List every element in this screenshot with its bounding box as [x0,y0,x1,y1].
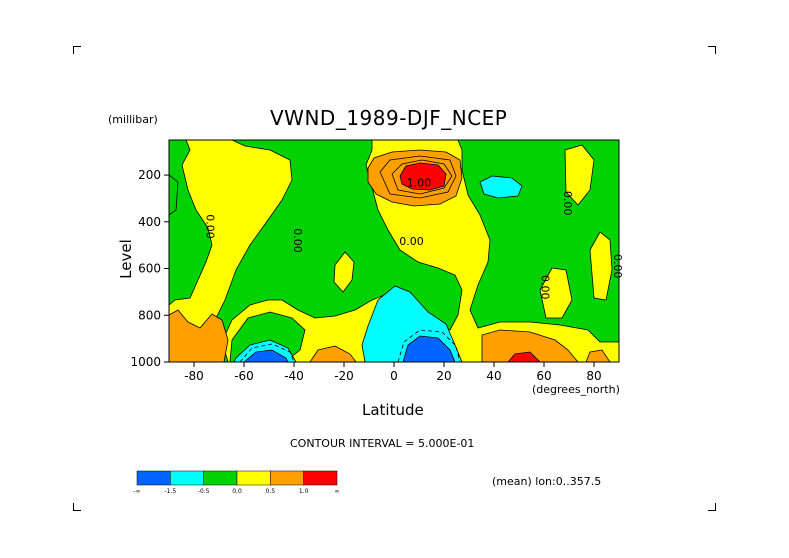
y-tick-label: 400 [138,215,161,229]
colorbar-label: 0.0 [232,488,242,495]
contour-line-cyan-dashed [397,329,461,362]
corner-mark-top-right [708,46,716,54]
fill-orange-far-east [585,349,611,362]
colorbar-swatch [203,470,238,486]
fill-red-jet-core [399,162,447,191]
colorbar-label: 1.0 [299,488,309,495]
contour-label: 0.00 [291,228,304,253]
colorbar-label: -1.5 [164,488,176,495]
fill-orange-mid [309,345,357,362]
x-tick-label: 20 [436,369,451,383]
fill-yellow-pocket-2 [539,267,573,319]
axes-layer: -80 -60 -40 -20 0 20 40 60 80 200 400 600 800 1000 [130,168,601,383]
fill-blue-equator [402,335,456,362]
fill-yellow-pocket-3 [589,231,613,301]
x-axis-label: Latitude [362,401,424,419]
x-tick-label: 40 [486,369,501,383]
fill-green-west [169,140,213,306]
fill-orange-sw [169,309,229,362]
contour-label-layer: 1.00 0.00 0.00 0.00 0.00 0.00 0.00 [204,177,625,300]
contour-line-jet-outer [379,155,457,199]
x-axis-unit: (degrees_north) [532,383,620,396]
y-axis-unit: (millibar) [108,113,158,126]
fill-orange-ne [481,329,579,362]
mean-longitude-text: (mean) lon:0..357.5 [492,475,602,488]
contour-label: 1.00 [407,177,432,190]
colorbar-swatch [136,470,171,486]
colorbar-swatch [236,470,271,486]
colorbar-swatch [170,470,204,486]
y-tick-label: 800 [138,308,161,322]
fill-red-ne [507,351,541,362]
fill-green-central [169,140,463,362]
fill-yellow-pocket-1 [333,251,355,293]
contour-line-jet-inner [391,159,453,195]
corner-mark-top-left [73,46,81,54]
fill-cyan-upper [479,175,523,199]
colorbar-label: -∞ [133,488,140,495]
contour-label: 0.00 [399,235,424,248]
fill-green-small-west [169,174,179,216]
colorbar-swatch [303,470,338,486]
colorbar-label: -0.5 [198,488,210,495]
fill-yellow-pocket-4 [564,144,595,206]
chart-title: VWND_1989-DJF_NCEP [270,106,508,130]
contour-label: 0.00 [561,191,574,216]
contour-label: 0.00 [611,254,624,279]
contour-label: 0.00 [539,275,552,300]
colorbar-label: ∞ [335,488,340,495]
x-tick-label: 60 [536,369,551,383]
contour-interval-text: CONTOUR INTERVAL = 5.000E-01 [290,437,475,450]
contour-label: 0.00 [204,214,217,239]
fill-blue-south [243,349,289,362]
corner-mark-bottom-left [73,503,81,511]
x-tick-label: -20 [334,369,354,383]
contour-line-cyan-dashed-2 [239,343,295,362]
x-tick-label: 0 [390,369,398,383]
y-tick-label: 600 [138,262,161,276]
x-tick-label: -80 [184,369,204,383]
colorbar-label: 0.5 [266,488,276,495]
colorbar-swatch [270,470,304,486]
x-tick-label: 80 [586,369,601,383]
corner-mark-bottom-right [708,503,716,511]
colorbar: -∞ -1.5 -0.5 0.0 0.5 1.0 ∞ [133,470,340,495]
contour-fill-layer [169,140,619,362]
y-tick-label: 1000 [130,355,161,369]
x-tick-label: -60 [234,369,254,383]
y-tick-label: 200 [138,168,161,182]
x-tick-label: -40 [284,369,304,383]
